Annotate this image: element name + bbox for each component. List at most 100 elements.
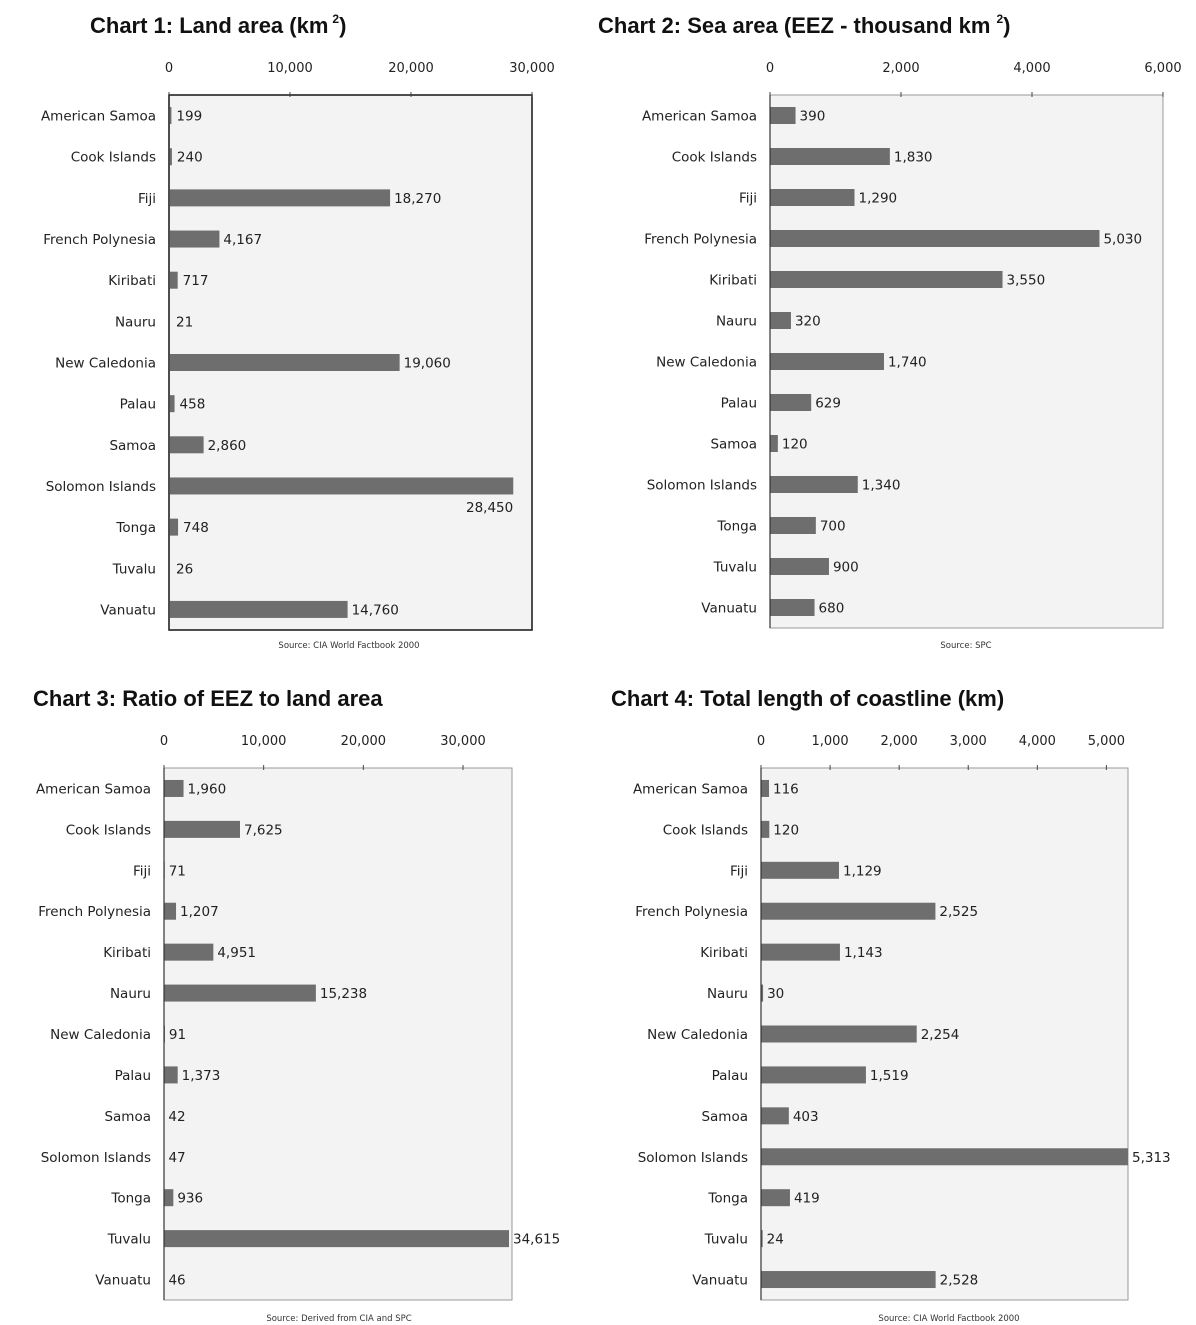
value-label: 14,760 [352, 602, 399, 618]
bar [169, 477, 514, 495]
value-label: 34,615 [513, 1232, 560, 1248]
category-label: New Caledonia [647, 1027, 748, 1043]
value-label: 1,340 [862, 478, 901, 494]
value-label: 1,143 [844, 945, 883, 961]
bar [761, 1148, 1128, 1166]
value-label: 21 [176, 314, 193, 330]
bar [770, 435, 778, 452]
value-label: 7,625 [244, 822, 283, 838]
category-label: Vanuatu [95, 1273, 151, 1289]
bar [169, 148, 172, 166]
value-label: 240 [177, 150, 203, 166]
bar [770, 599, 815, 616]
category-label: Tuvalu [112, 561, 156, 577]
bar [164, 779, 184, 797]
category-label: American Samoa [36, 781, 151, 797]
bar [169, 271, 178, 289]
category-label: New Caledonia [50, 1027, 151, 1043]
category-label: Kiribati [103, 945, 151, 961]
value-label: 1,519 [870, 1068, 909, 1084]
bar [169, 230, 220, 248]
bar [169, 354, 400, 371]
chart-title: Chart 2: Sea area (EEZ - thousand km 2) [598, 12, 1010, 38]
bar [164, 820, 240, 838]
x-tick-label: 1,000 [811, 734, 848, 749]
value-label: 5,030 [1103, 232, 1142, 248]
chart-source: Source: Derived from CIA and SPC [266, 1314, 411, 1324]
value-label: 680 [819, 601, 845, 617]
value-label: 1,830 [894, 150, 933, 166]
value-label: 4,167 [223, 232, 262, 248]
value-label: 717 [183, 273, 209, 289]
category-label: Cook Islands [71, 150, 156, 166]
bar [761, 1066, 866, 1084]
bar [164, 943, 214, 961]
category-label: American Samoa [633, 781, 748, 797]
category-label: French Polynesia [38, 904, 151, 920]
category-label: Cook Islands [663, 822, 748, 838]
x-tick-label: 0 [766, 61, 774, 76]
category-label: French Polynesia [43, 232, 156, 248]
x-tick-label: 0 [160, 734, 168, 749]
category-label: Vanuatu [692, 1273, 748, 1289]
category-label: French Polynesia [635, 904, 748, 920]
bar [770, 353, 884, 370]
value-label: 700 [820, 519, 846, 535]
value-label: 4,951 [217, 945, 256, 961]
value-label: 629 [815, 396, 841, 412]
bar [164, 1066, 178, 1084]
category-label: Samoa [701, 1109, 748, 1125]
x-tick-label: 30,000 [440, 734, 486, 749]
bar [169, 600, 348, 618]
category-label: Fiji [133, 863, 151, 879]
x-tick-label: 10,000 [241, 734, 287, 749]
value-label: 19,060 [404, 356, 451, 372]
bar [761, 1107, 789, 1125]
bar [770, 312, 791, 329]
value-label: 28,450 [466, 500, 513, 516]
chart-source: Source: CIA World Factbook 2000 [878, 1314, 1019, 1324]
bar [761, 861, 839, 879]
x-tick-label: 0 [165, 61, 173, 76]
category-label: Solomon Islands [638, 1150, 748, 1166]
chart-eez-ratio: Chart 3: Ratio of EEZ to land area Sourc… [33, 686, 560, 1324]
category-label: Vanuatu [701, 601, 757, 617]
category-label: Samoa [104, 1109, 151, 1125]
bar [770, 271, 1003, 288]
value-label: 403 [793, 1109, 819, 1125]
bar [761, 943, 840, 961]
bar [761, 902, 936, 920]
bar [761, 820, 770, 838]
bar [761, 984, 764, 1002]
x-tick-label: 4,000 [1019, 734, 1056, 749]
category-label: Samoa [710, 437, 757, 453]
x-tick-label: 2,000 [881, 734, 918, 749]
chart-title: Chart 1: Land area (km 2) [90, 12, 346, 38]
bar [169, 189, 391, 207]
category-label: Nauru [110, 986, 151, 1002]
category-label: Vanuatu [100, 602, 156, 618]
x-tick-label: 3,000 [950, 734, 987, 749]
bar [169, 107, 172, 125]
value-label: 46 [168, 1273, 185, 1289]
category-label: Kiribati [700, 945, 748, 961]
category-label: Nauru [115, 314, 156, 330]
value-label: 1,960 [188, 781, 227, 797]
x-tick-label: 4,000 [1013, 61, 1050, 76]
category-label: Nauru [707, 986, 748, 1002]
bar [770, 148, 890, 165]
value-label: 2,528 [940, 1273, 979, 1289]
value-label: 120 [773, 822, 799, 838]
value-label: 1,129 [843, 863, 882, 879]
bar [770, 107, 796, 124]
category-label: Tuvalu [713, 560, 757, 576]
bar [770, 189, 855, 206]
category-label: Tuvalu [107, 1232, 151, 1248]
value-label: 936 [177, 1191, 203, 1207]
value-label: 1,207 [180, 904, 219, 920]
value-label: 18,270 [394, 191, 441, 207]
category-label: Palau [115, 1068, 151, 1084]
x-tick-label: 6,000 [1144, 61, 1181, 76]
category-label: Nauru [716, 314, 757, 330]
bar [164, 1230, 509, 1248]
